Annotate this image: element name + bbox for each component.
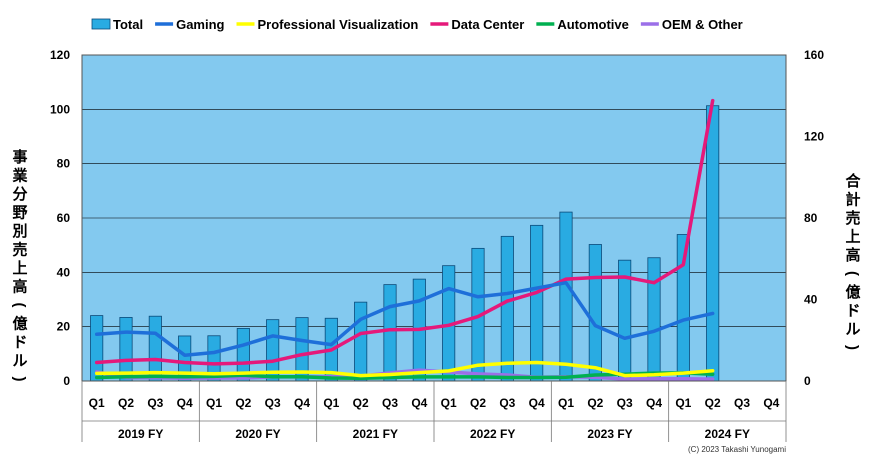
x-quarter-label: Q3	[147, 396, 163, 410]
legend-label: Professional Visualization	[258, 17, 419, 32]
svg-text:ル: ル	[845, 321, 860, 338]
y-left-tick-label: 80	[57, 157, 71, 171]
x-quarter-label: Q1	[675, 396, 691, 410]
y-right-tick-label: 80	[804, 211, 818, 225]
svg-text:別: 別	[11, 223, 27, 240]
svg-text:計: 計	[845, 191, 860, 209]
x-quarter-label: Q3	[265, 396, 281, 410]
x-quarter-label: Q4	[294, 396, 310, 410]
svg-text:売: 売	[845, 209, 860, 227]
x-quarter-label: Q1	[323, 396, 339, 410]
x-quarter-label: Q2	[705, 396, 721, 410]
legend-label: Automotive	[557, 17, 629, 32]
x-fiscal-year-label: 2024 FY	[705, 427, 750, 441]
bar-total	[383, 284, 397, 382]
y-left-tick-label: 40	[57, 265, 71, 279]
line-gaming	[94, 280, 715, 357]
svg-text:ル: ル	[12, 353, 27, 370]
x-quarter-label: Q2	[587, 396, 603, 410]
bar-total	[647, 257, 661, 382]
legend-item-total: Total	[91, 17, 143, 32]
line-data-center	[94, 98, 715, 366]
svg-text:ド: ド	[12, 334, 27, 351]
x-quarter-label: Q4	[177, 396, 193, 410]
bar-total	[706, 105, 720, 382]
x-quarter-label: Q1	[441, 396, 457, 410]
x-fiscal-year-label: 2022 FY	[470, 427, 515, 441]
legend-label: Total	[113, 17, 143, 32]
svg-text:億: 億	[845, 283, 860, 301]
y-right-tick-label: 120	[804, 130, 824, 144]
x-fiscal-year-label: 2021 FY	[353, 427, 398, 441]
x-quarter-label: Q1	[558, 396, 574, 410]
y-right-tick-label: 40	[804, 293, 818, 307]
y-left-tick-label: 60	[57, 211, 71, 225]
y-right-tick-label: 0	[804, 374, 811, 388]
x-quarter-label: Q4	[646, 396, 662, 410]
x-quarter-label: Q1	[206, 396, 222, 410]
legend-label: Data Center	[451, 17, 524, 32]
legend-item-automotive: Automotive	[536, 17, 629, 32]
x-quarter-label: Q3	[617, 396, 633, 410]
x-quarter-label: Q3	[382, 396, 398, 410]
x-quarter-label: Q3	[734, 396, 750, 410]
bar-total	[500, 235, 514, 382]
x-fiscal-year-label: 2019 FY	[118, 427, 163, 441]
bar-total	[559, 211, 573, 382]
svg-text:): )	[11, 377, 28, 382]
x-fiscal-year-label: 2023 FY	[587, 427, 632, 441]
bar-total	[588, 244, 602, 382]
svg-text:(: (	[844, 271, 861, 276]
bar-total	[354, 301, 368, 382]
svg-text:高: 高	[845, 246, 860, 264]
svg-text:上: 上	[12, 260, 27, 277]
svg-text:売: 売	[12, 241, 27, 259]
svg-text:): )	[844, 345, 861, 350]
legend-swatch	[91, 18, 111, 30]
legend-item-professional-visualization: Professional Visualization	[236, 17, 419, 32]
y-right-tick-label: 160	[804, 48, 824, 62]
svg-text:(: (	[11, 303, 28, 308]
line-automotive	[94, 371, 715, 381]
svg-text:野: 野	[12, 205, 27, 222]
y-left-tick-label: 100	[50, 102, 70, 116]
legend-label: OEM & Other	[662, 17, 743, 32]
svg-text:ド: ド	[845, 303, 860, 320]
x-fiscal-year-label: 2020 FY	[235, 427, 280, 441]
copyright-text: (C) 2023 Takashi Yunogami	[688, 445, 786, 454]
x-quarter-label: Q2	[235, 396, 251, 410]
svg-text:合: 合	[844, 172, 861, 190]
svg-text:分: 分	[12, 186, 27, 203]
x-quarter-label: Q2	[353, 396, 369, 410]
svg-text:高: 高	[12, 278, 27, 296]
x-quarter-label: Q2	[470, 396, 486, 410]
svg-text:業: 業	[11, 167, 28, 185]
x-quarter-label: Q4	[411, 396, 427, 410]
legend-item-oem-other: OEM & Other	[640, 17, 743, 32]
legend-label: Gaming	[176, 17, 224, 32]
x-quarter-label: Q4	[529, 396, 545, 410]
bar-total	[530, 224, 544, 382]
svg-text:億: 億	[12, 315, 27, 333]
x-quarter-label: Q3	[499, 396, 515, 410]
y-left-tick-label: 120	[50, 48, 70, 62]
x-quarter-label: Q1	[89, 396, 105, 410]
svg-text:事: 事	[12, 148, 27, 166]
svg-text:上: 上	[845, 229, 860, 246]
line-professional-visualization	[94, 360, 715, 378]
legend-item-gaming: Gaming	[155, 17, 225, 32]
y-left-tick-label: 0	[63, 374, 70, 388]
y-left-tick-label: 20	[57, 320, 71, 334]
legend-item-data-center: Data Center	[430, 17, 524, 32]
x-quarter-label: Q4	[763, 396, 779, 410]
x-quarter-label: Q2	[118, 396, 134, 410]
